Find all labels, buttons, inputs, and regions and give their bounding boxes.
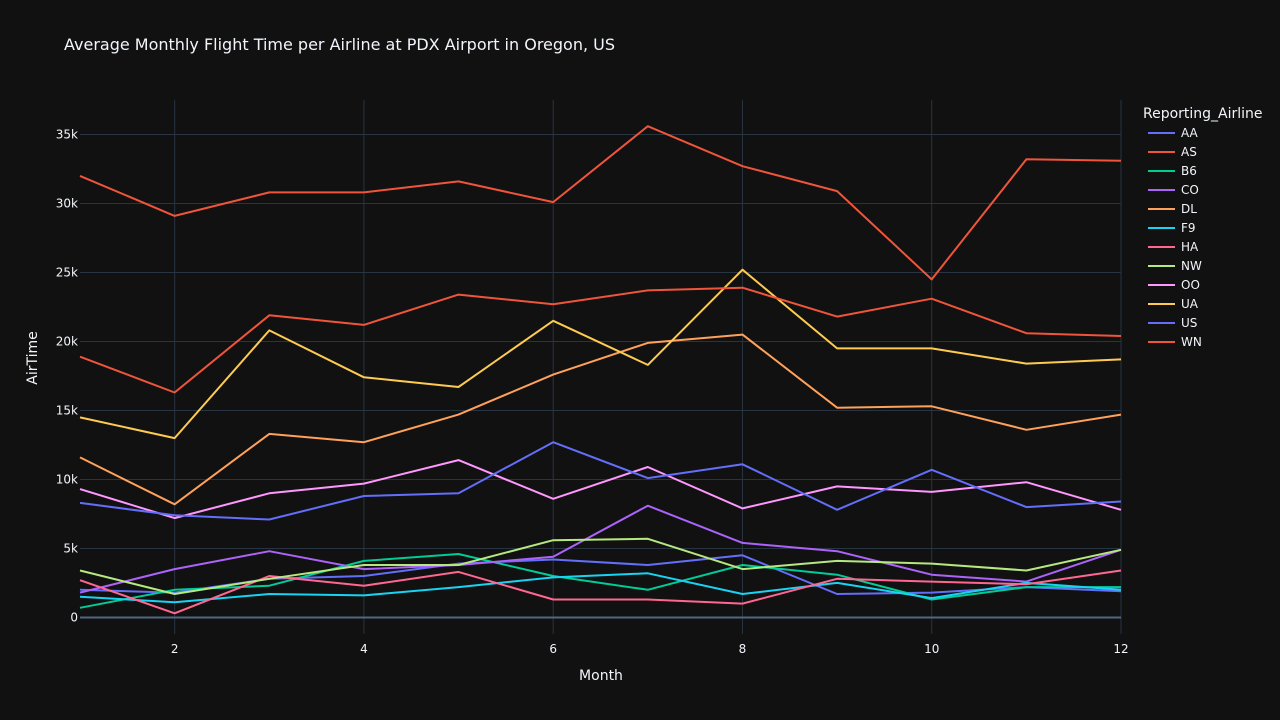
series-line-wn[interactable] — [79, 286, 1122, 394]
y-axis-label: AirTime — [25, 331, 41, 384]
y-tick-label: 0 — [70, 610, 78, 624]
legend-item-aa[interactable]: AA — [1148, 126, 1199, 140]
legend-label: UA — [1181, 297, 1199, 311]
series-line-oo[interactable] — [79, 459, 1122, 520]
chart-title: Average Monthly Flight Time per Airline … — [64, 35, 615, 54]
legend-label: NW — [1181, 259, 1202, 273]
series-line-us[interactable] — [79, 441, 1122, 521]
series-layer — [79, 125, 1122, 615]
x-tick-label: 4 — [360, 642, 368, 656]
y-tick-label: 10k — [56, 472, 78, 486]
series-line-nw[interactable] — [79, 537, 1122, 595]
legend-label: CO — [1181, 183, 1199, 197]
x-tick-label: 6 — [549, 642, 557, 656]
y-tick-label: 25k — [56, 265, 78, 279]
y-tick-label: 5k — [63, 541, 78, 555]
y-tick-label: 20k — [56, 334, 78, 348]
series-line-ua[interactable] — [79, 268, 1122, 440]
x-tick-label: 2 — [171, 642, 179, 656]
series-line-dl[interactable] — [79, 333, 1122, 506]
legend-title: Reporting_Airline — [1143, 106, 1263, 122]
legend-item-co[interactable]: CO — [1148, 183, 1199, 197]
legend-label: AA — [1181, 126, 1199, 140]
y-tick-label: 15k — [56, 403, 78, 417]
legend-item-dl[interactable]: DL — [1148, 202, 1197, 216]
y-tick-label: 30k — [56, 196, 78, 210]
legend-item-ua[interactable]: UA — [1148, 297, 1199, 311]
legend-item-oo[interactable]: OO — [1148, 278, 1200, 292]
legend[interactable]: Reporting_Airline AA AS B6 CO DL F9 HA NW OO UA US… — [1143, 106, 1263, 349]
series-line-f9[interactable] — [79, 572, 1122, 604]
legend-label: OO — [1181, 278, 1200, 292]
legend-label: HA — [1181, 240, 1199, 254]
x-axis-label: Month — [579, 668, 623, 684]
series-line-b6[interactable] — [79, 553, 1121, 609]
legend-item-as[interactable]: AS — [1148, 145, 1197, 159]
legend-label: WN — [1181, 335, 1202, 349]
legend-item-b6[interactable]: B6 — [1148, 164, 1197, 178]
legend-label: AS — [1181, 145, 1197, 159]
x-tick-label: 12 — [1113, 642, 1128, 656]
legend-item-ha[interactable]: HA — [1148, 240, 1199, 254]
legend-label: F9 — [1181, 221, 1196, 235]
x-tick-label: 8 — [739, 642, 747, 656]
axis-layer: 2 4 6 8 10 12 0 5k 10k 15k 20k 25k 30k 35k — [56, 127, 1129, 656]
series-line-co[interactable] — [79, 504, 1122, 594]
legend-label: US — [1181, 316, 1197, 330]
series-line-as[interactable] — [79, 125, 1122, 281]
y-tick-label: 35k — [56, 127, 78, 141]
legend-label: DL — [1181, 202, 1197, 216]
legend-item-wn[interactable]: WN — [1148, 335, 1202, 349]
legend-item-nw[interactable]: NW — [1148, 259, 1202, 273]
legend-label: B6 — [1181, 164, 1197, 178]
x-tick-label: 10 — [924, 642, 939, 656]
legend-item-f9[interactable]: F9 — [1148, 221, 1196, 235]
legend-item-us[interactable]: US — [1148, 316, 1197, 330]
